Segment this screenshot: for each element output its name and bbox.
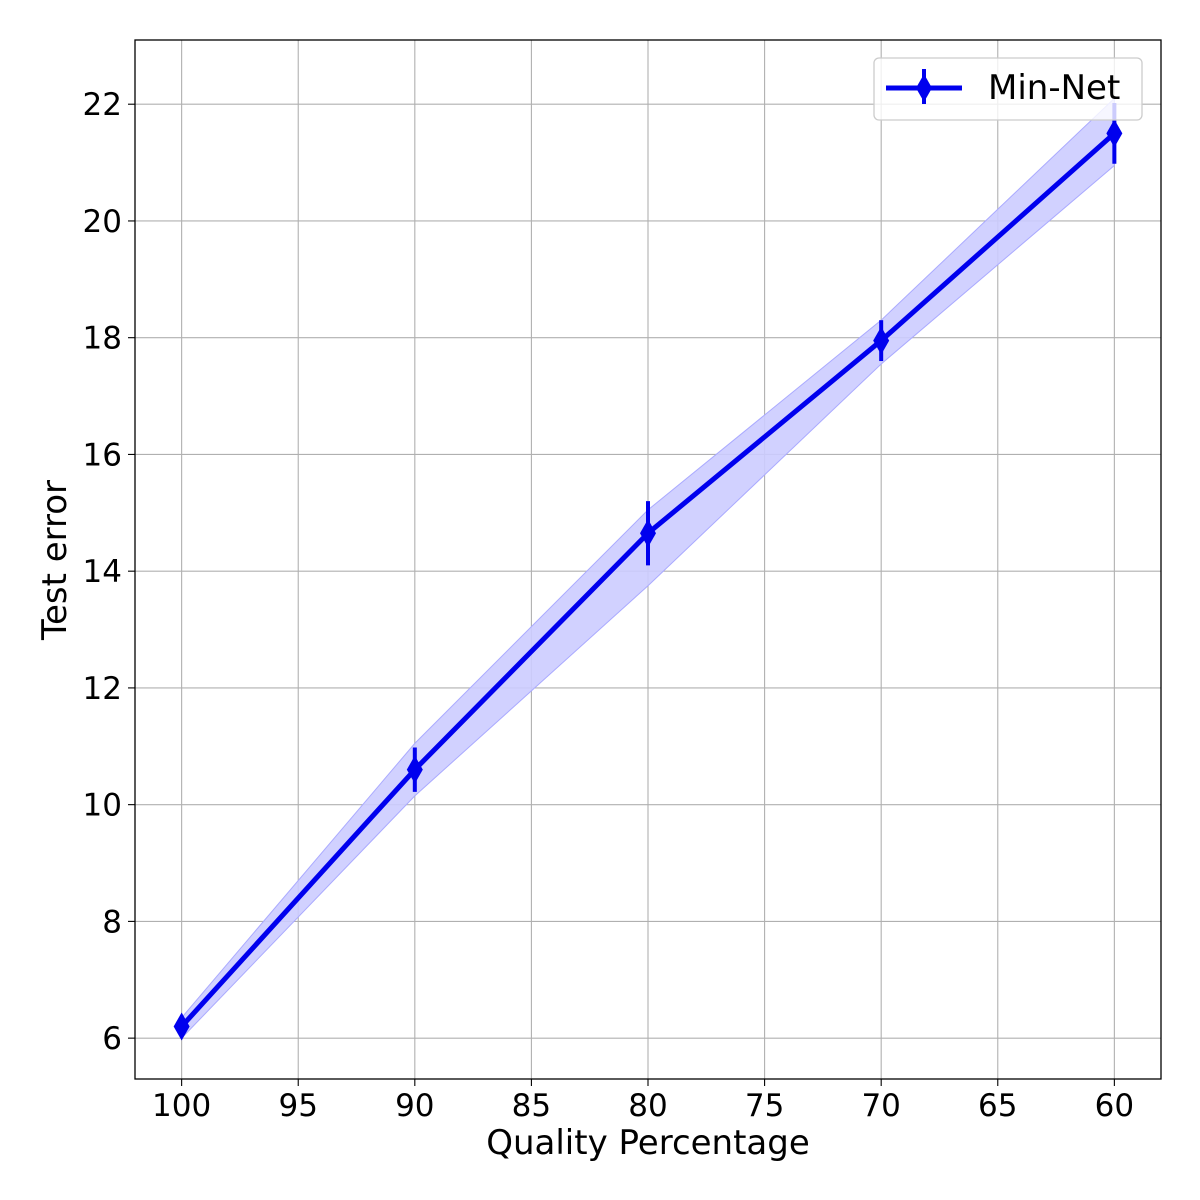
x-tick-label: 85 bbox=[512, 1088, 551, 1124]
data-point-marker bbox=[873, 326, 890, 355]
y-tick-label: 10 bbox=[83, 788, 122, 824]
x-tick-label: 65 bbox=[978, 1088, 1017, 1124]
y-tick-label: 6 bbox=[102, 1021, 122, 1057]
y-tick-label: 14 bbox=[83, 554, 122, 590]
x-tick-label: 70 bbox=[861, 1088, 900, 1124]
x-tick-label: 60 bbox=[1095, 1088, 1134, 1124]
y-tick-label: 16 bbox=[83, 437, 122, 473]
y-axis-label: Test error bbox=[35, 480, 75, 641]
data-point-marker bbox=[173, 1012, 190, 1041]
y-tick-label: 18 bbox=[83, 321, 122, 357]
x-axis-ticks: 100 95 90 85 80 75 70 65 60 bbox=[152, 1079, 1134, 1124]
legend: Min-Net bbox=[873, 57, 1143, 121]
legend-marker-swatch bbox=[916, 74, 932, 102]
y-tick-label: 8 bbox=[102, 904, 122, 940]
x-axis-label: Quality Percentage bbox=[486, 1123, 810, 1163]
legend-label: Min-Net bbox=[988, 68, 1120, 108]
x-tick-label: 80 bbox=[628, 1088, 667, 1124]
data-point-marker bbox=[406, 755, 423, 784]
legend-box bbox=[873, 57, 1143, 121]
data-point-marker bbox=[1106, 119, 1123, 148]
x-tick-label: 75 bbox=[745, 1088, 784, 1124]
x-tick-label: 90 bbox=[395, 1088, 434, 1124]
series-layer bbox=[173, 103, 1123, 1041]
y-tick-label: 20 bbox=[83, 204, 122, 240]
x-tick-label: 95 bbox=[279, 1088, 318, 1124]
x-tick-label: 100 bbox=[152, 1088, 211, 1124]
y-axis-ticks: 6 8 10 12 14 16 18 20 22 bbox=[83, 87, 135, 1057]
data-point-marker bbox=[640, 519, 656, 548]
y-tick-label: 22 bbox=[83, 87, 122, 123]
y-tick-label: 12 bbox=[83, 671, 122, 707]
